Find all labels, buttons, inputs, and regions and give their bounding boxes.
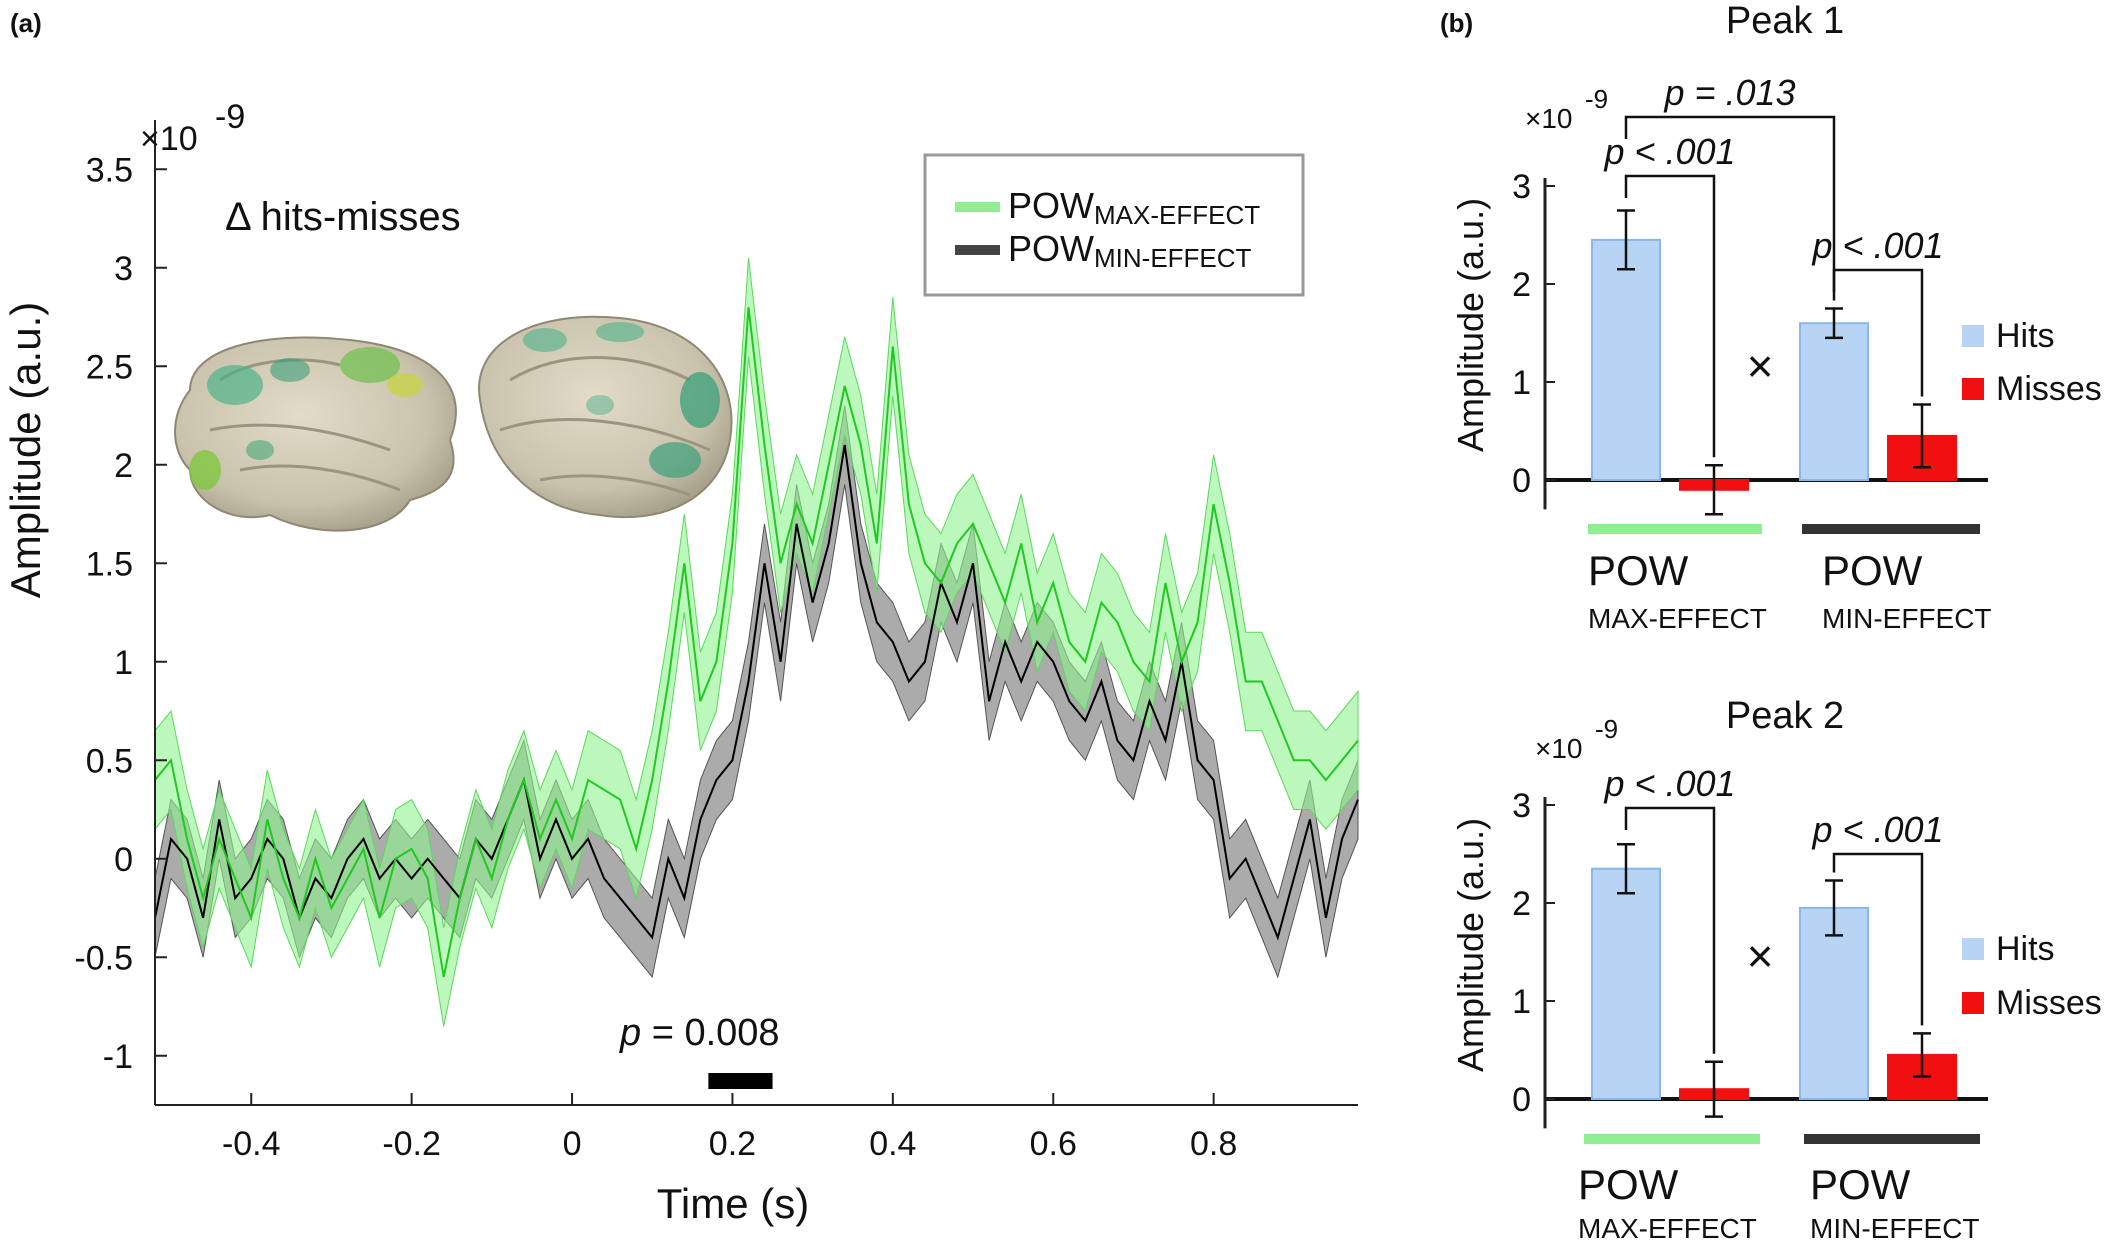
y-tick-label: 3 bbox=[114, 250, 133, 288]
series-line-min bbox=[154, 444, 1359, 941]
legend-a: POWMAX-EFFECT POWMIN-EFFECT bbox=[923, 153, 1305, 297]
significance-bar-a bbox=[708, 1073, 773, 1089]
peak1-group-label-min-main: POW bbox=[1822, 547, 1923, 594]
significance-label: p = .013 bbox=[1663, 72, 1795, 113]
bar-hits bbox=[1591, 867, 1661, 1101]
significance-label-a: p = 0.008 bbox=[619, 1012, 780, 1054]
bar-hits bbox=[1799, 322, 1869, 482]
x-tick-label: 0.2 bbox=[709, 1125, 756, 1163]
significance-bracket bbox=[1624, 115, 1836, 301]
x-axis-label-a: Time (s) bbox=[657, 1180, 809, 1227]
y-exponent-power-a: -9 bbox=[215, 98, 245, 136]
peak1-group-label-max-main: POW bbox=[1588, 547, 1689, 594]
panel-label-a: (a) bbox=[10, 8, 42, 38]
legend-label-min: POWMIN-EFFECT bbox=[1008, 228, 1252, 273]
legend-box bbox=[923, 153, 1305, 297]
significance-label: p < .001 bbox=[1811, 225, 1943, 266]
peak2-legend-swatch-hits bbox=[1962, 938, 1984, 960]
peak2-legend-label-hits: Hits bbox=[1996, 930, 2055, 968]
y-axis-label-a: Amplitude (a.u.) bbox=[2, 302, 49, 598]
peak1-legend-label-misses: Misses bbox=[1996, 370, 2102, 408]
peak2-title: Peak 2 bbox=[1726, 695, 1844, 737]
brain-medial-view-image bbox=[478, 315, 733, 519]
y-tick-label: 0 bbox=[1512, 462, 1531, 500]
significance-bracket bbox=[1832, 852, 1924, 1026]
x-tick-label: 0 bbox=[563, 1125, 582, 1163]
peak2-group-label-max-main: POW bbox=[1578, 1161, 1679, 1208]
peak1-title: Peak 1 bbox=[1726, 0, 1844, 42]
peak1-y-exponent-power: -9 bbox=[1585, 84, 1608, 114]
significance-label: p < .001 bbox=[1811, 809, 1943, 850]
peak1-y-axis-label: Amplitude (a.u.) bbox=[1450, 198, 1491, 452]
y-tick-label: 3 bbox=[1512, 787, 1531, 825]
y-exponent-label-a: ×10 bbox=[140, 120, 198, 158]
peak2-group-label-min-main: POW bbox=[1810, 1161, 1911, 1208]
y-tick-label: 2 bbox=[114, 447, 133, 485]
delta-annotation: Δ hits-misses bbox=[225, 195, 461, 239]
peak2-legend-swatch-misses bbox=[1962, 992, 1984, 1014]
x-tick-label: 0.4 bbox=[869, 1125, 916, 1163]
significance-label: p < .001 bbox=[1603, 763, 1735, 804]
peak2-y-axis-label: Amplitude (a.u.) bbox=[1450, 818, 1491, 1072]
legend-label-max: POWMAX-EFFECT bbox=[1008, 185, 1260, 230]
y-tick-label: 0 bbox=[114, 841, 133, 879]
x-tick-label: 0.6 bbox=[1030, 1125, 1077, 1163]
peak2-y-exponent-power: -9 bbox=[1595, 714, 1618, 744]
peak1-legend-swatch-hits bbox=[1962, 325, 1984, 347]
x-tick-label: 0.8 bbox=[1190, 1125, 1237, 1163]
peak1-group-label-min-sub: MIN-EFFECT bbox=[1822, 603, 1992, 634]
y-tick-label: 2 bbox=[1512, 885, 1531, 923]
y-tick-label: -1 bbox=[103, 1038, 133, 1076]
x-tick-label: -0.2 bbox=[382, 1125, 441, 1163]
significance-label: p < .001 bbox=[1603, 131, 1735, 172]
y-tick-label: 0.5 bbox=[86, 742, 133, 780]
series-line-max bbox=[154, 307, 1359, 978]
y-tick-label: 3.5 bbox=[86, 151, 133, 189]
peak1-group-label-max-sub: MAX-EFFECT bbox=[1588, 603, 1767, 634]
confidence-band-max bbox=[154, 257, 1359, 1027]
y-tick-label: 1 bbox=[114, 644, 133, 682]
panel-label-b: (b) bbox=[1440, 8, 1474, 38]
y-tick-label: 1 bbox=[1512, 983, 1531, 1021]
y-tick-label: 3 bbox=[1512, 168, 1531, 206]
peak1-legend-swatch-misses bbox=[1962, 378, 1984, 400]
peak2-y-exponent-label: ×10 bbox=[1535, 733, 1583, 764]
y-tick-label: 1.5 bbox=[86, 545, 133, 583]
bar-chart-peak-1: 0 1 2 3 p < .001 p < .001 p = .013 bbox=[1512, 72, 1988, 516]
significance-bracket bbox=[1624, 806, 1716, 1054]
y-tick-label: 1 bbox=[1512, 364, 1531, 402]
y-tick-label: -0.5 bbox=[74, 939, 133, 977]
peak1-legend-label-hits: Hits bbox=[1996, 317, 2055, 355]
bar-chart-peak-2: 0 1 2 3 p < .001 p < .001 bbox=[1512, 763, 1988, 1129]
y-tick-label: 2.5 bbox=[86, 348, 133, 386]
bar-hits bbox=[1591, 238, 1661, 481]
y-tick-label: 2 bbox=[1512, 266, 1531, 304]
significance-bracket bbox=[1624, 174, 1716, 458]
brain-lateral-view-image bbox=[174, 336, 457, 532]
peak1-y-exponent-label: ×10 bbox=[1525, 103, 1573, 134]
peak2-group-label-max-sub: MAX-EFFECT bbox=[1578, 1213, 1757, 1244]
peak1-interaction-symbol: × bbox=[1747, 340, 1774, 392]
peak2-interaction-symbol: × bbox=[1747, 930, 1774, 982]
peak2-legend-label-misses: Misses bbox=[1996, 984, 2102, 1022]
x-tick-label: -0.4 bbox=[222, 1125, 281, 1163]
bar-hits bbox=[1799, 906, 1869, 1101]
y-tick-label: 0 bbox=[1512, 1081, 1531, 1119]
peak2-group-label-min-sub: MIN-EFFECT bbox=[1810, 1213, 1980, 1244]
line-chart-delta-hits-misses: -0.4 -0.2 0 0.2 0.4 0.6 0.8 -1 -0.5 0 0.5 1 1.5 2 2.5 3… bbox=[74, 120, 1359, 1163]
